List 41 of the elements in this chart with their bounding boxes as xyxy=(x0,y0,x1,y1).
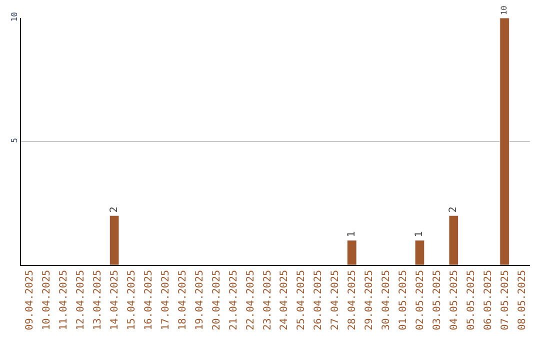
data-label: 10 xyxy=(499,5,508,15)
x-tick-label: 02.05.2025 xyxy=(414,270,426,330)
bar xyxy=(500,18,510,265)
data-label: 1 xyxy=(414,231,426,238)
x-tick-label: 06.05.2025 xyxy=(482,270,494,330)
x-tick-label: 20.04.2025 xyxy=(211,270,222,330)
x-tick-label: 05.05.2025 xyxy=(466,270,477,330)
x-tick-label: 11.04.2025 xyxy=(58,270,70,330)
x-tick-label: 01.05.2025 xyxy=(398,270,409,330)
x-tick-label: 04.05.2025 xyxy=(448,270,460,330)
data-label: 1 xyxy=(346,231,358,238)
x-tick-label: 07.05.2025 xyxy=(500,270,511,330)
x-tick-label: 08.05.2025 xyxy=(516,270,528,330)
x-tick-label: 23.04.2025 xyxy=(262,270,274,330)
x-tick-label: 29.04.2025 xyxy=(364,270,376,330)
x-tick-label: 27.04.2025 xyxy=(330,270,342,330)
x-tick-label: 16.04.2025 xyxy=(144,270,154,330)
data-label: 2 xyxy=(448,206,460,213)
y-tick-label: 5 xyxy=(10,138,19,143)
x-tick-label: 30.04.2025 xyxy=(381,270,392,330)
x-tick-label: 26.04.2025 xyxy=(313,270,324,330)
x-tick-label: 17.04.2025 xyxy=(160,270,172,330)
x-tick-label: 13.04.2025 xyxy=(92,270,104,330)
x-tick-label: 21.04.2025 xyxy=(228,270,240,330)
x-tick-label: 19.04.2025 xyxy=(194,270,206,330)
bar xyxy=(448,215,459,265)
x-tick-label: 24.04.2025 xyxy=(279,270,290,330)
x-tick-label: 15.04.2025 xyxy=(126,270,138,330)
x-tick-label: 25.04.2025 xyxy=(296,270,308,330)
x-tick-label: 09.04.2025 xyxy=(24,270,36,330)
x-tick-label: 03.05.2025 xyxy=(432,270,443,330)
x-tick-label: 22.04.2025 xyxy=(245,270,256,330)
bar xyxy=(414,240,425,265)
bar xyxy=(346,240,357,265)
data-label: 2 xyxy=(108,206,120,213)
x-tick-label: 10.04.2025 xyxy=(42,270,53,330)
bar xyxy=(109,215,120,265)
x-tick-label: 12.04.2025 xyxy=(76,270,87,330)
x-tick-label: 18.04.2025 xyxy=(177,270,188,330)
x-tick-label: 14.04.2025 xyxy=(110,270,121,330)
x-tick-label: 28.04.2025 xyxy=(347,270,358,330)
